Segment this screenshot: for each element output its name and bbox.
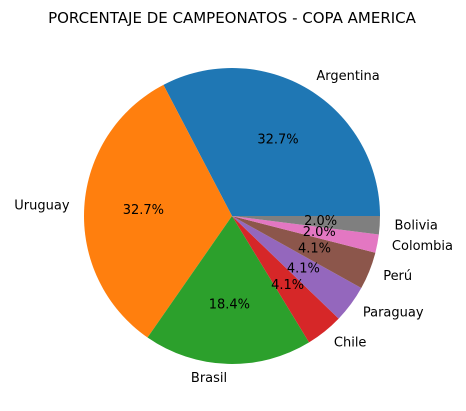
percent-label-brasil: 18.4% xyxy=(209,297,250,312)
percent-label-colombia: 2.0% xyxy=(303,225,336,240)
category-label-argentina: Argentina xyxy=(316,69,379,84)
pie-slice-paraguay xyxy=(232,216,362,319)
percent-label-paraguay: 4.1% xyxy=(287,261,320,276)
pie-slice-uruguay xyxy=(83,84,233,338)
percent-label-uruguay: 32.7% xyxy=(123,203,164,218)
percent-label-chile: 4.1% xyxy=(271,278,304,293)
category-label-chile: Chile xyxy=(334,335,367,350)
percent-label-argentina: 32.7% xyxy=(257,133,298,148)
category-label-colombia: Colombia xyxy=(392,239,453,254)
category-labels: Argentina Uruguay Brasil Chile Paraguay Perú C… xyxy=(14,69,453,386)
category-label-brasil: Brasil xyxy=(191,371,227,386)
pie-slice-perú xyxy=(232,216,376,289)
category-label-bolivia: Bolivia xyxy=(394,219,437,234)
pie-slice-argentina xyxy=(163,68,380,216)
category-label-perú: Perú xyxy=(383,269,412,284)
category-label-paraguay: Paraguay xyxy=(363,305,424,320)
pie-slice-bolivia xyxy=(232,216,380,235)
chart-title: PORCENTAJE DE CAMPEONATOS - COPA AMERICA xyxy=(48,9,417,27)
percent-label-perú: 4.1% xyxy=(298,241,331,256)
percent-labels: 32.7%32.7%18.4%4.1%4.1%4.1%2.0%2.0% xyxy=(123,133,337,313)
pie-slices xyxy=(83,68,380,364)
category-label-uruguay: Uruguay xyxy=(14,198,70,213)
pie-slice-chile xyxy=(232,216,339,343)
pie-slice-brasil xyxy=(147,216,310,364)
percent-label-bolivia: 2.0% xyxy=(304,214,337,229)
pie-slice-colombia xyxy=(232,216,379,253)
